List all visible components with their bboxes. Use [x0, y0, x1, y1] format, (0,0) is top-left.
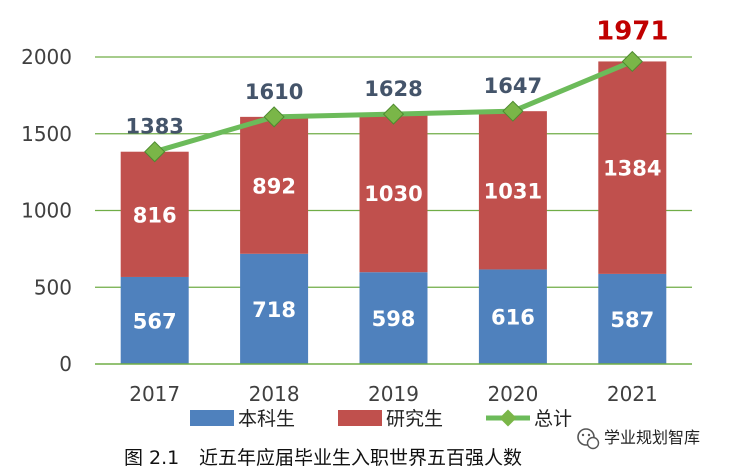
total-value-label: 1971	[596, 16, 668, 46]
total-value-label: 1610	[245, 80, 303, 104]
total-marker	[144, 141, 166, 163]
total-value-label: 1647	[484, 74, 542, 98]
bar-segment	[240, 116, 309, 254]
total-marker	[382, 103, 405, 125]
caption-figure-label: 图 2.1	[124, 447, 179, 469]
x-axis: 2017 2018 2019 2020 2021	[95, 363, 692, 406]
bar-segment	[478, 269, 547, 364]
bars	[120, 61, 667, 364]
total-marker	[502, 100, 524, 122]
bar-segment	[598, 273, 667, 364]
bar-segment	[240, 253, 309, 364]
bar-value-label: 718	[252, 298, 296, 322]
watermark: 学业规划智库	[577, 428, 700, 450]
x-tick-label: 2018	[249, 382, 300, 406]
caption-title: 近五年应届毕业生入职世界五百强人数	[199, 447, 522, 469]
total-value-label: 1628	[364, 77, 422, 101]
total-value-label: 1383	[125, 115, 183, 139]
x-tick-label: 2017	[129, 382, 180, 406]
watermark-text: 学业规划智库	[604, 428, 700, 447]
legend-swatch	[190, 410, 234, 426]
legend-label: 本科生	[238, 408, 295, 430]
legend-swatch	[338, 410, 382, 426]
bar-value-label: 892	[252, 174, 296, 198]
bar-segment	[478, 111, 547, 270]
total-marker	[621, 50, 643, 73]
bar-segment	[120, 151, 189, 277]
bar-value-label: 587	[610, 308, 654, 332]
bar-value-label: 1030	[364, 182, 422, 206]
bar-segment	[359, 114, 428, 273]
legend-label: 研究生	[386, 408, 443, 430]
bar-value-label: 1384	[603, 157, 661, 181]
y-tick-label: 0	[59, 352, 72, 376]
bar-segment	[359, 272, 428, 364]
y-axis: 0 500 1000 1500 2000	[21, 45, 72, 376]
wechat-icon	[577, 428, 600, 450]
bar-value-label: 816	[133, 203, 177, 227]
legend: 本科生 研究生 总计	[190, 408, 572, 430]
bar-segment	[120, 276, 189, 364]
total-line: 1383 1610 1628 1647 1971	[125, 16, 668, 163]
bar-value-label: 567	[133, 309, 177, 333]
legend-label: 总计	[534, 408, 572, 430]
x-tick-label: 2021	[607, 382, 658, 406]
legend-line-marker	[499, 409, 517, 427]
bar-value-label: 598	[372, 307, 416, 331]
total-marker	[263, 106, 285, 128]
y-tick-label: 1000	[21, 199, 72, 223]
y-tick-label: 500	[34, 275, 72, 299]
x-tick-label: 2019	[368, 382, 419, 406]
bar-value-labels: 567 816 718 892 598 1030 616 1031 587 1384	[133, 157, 662, 334]
x-tick-label: 2020	[487, 382, 538, 406]
bar-segment	[598, 61, 667, 274]
y-tick-label: 2000	[21, 45, 72, 69]
bar-value-label: 616	[491, 306, 535, 330]
y-tick-label: 1500	[21, 122, 72, 146]
bar-value-label: 1031	[484, 179, 542, 203]
